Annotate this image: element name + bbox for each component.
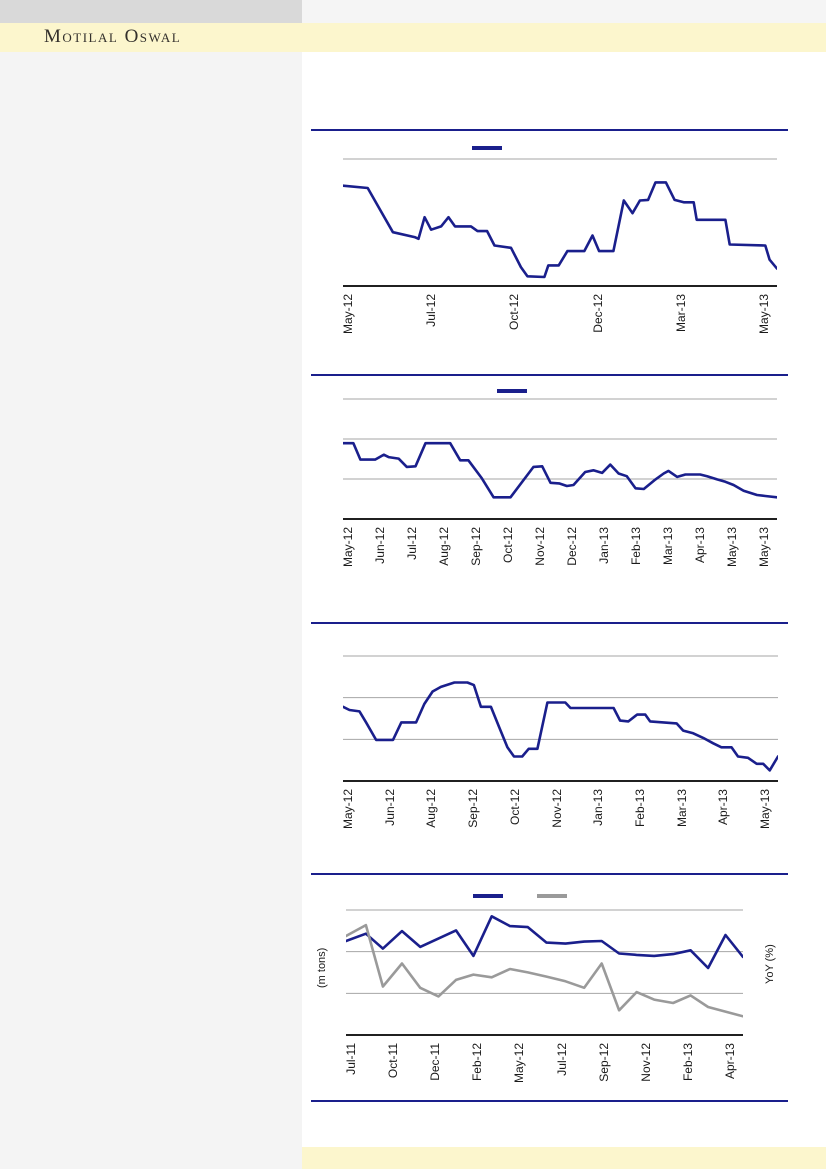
legend-swatch [472,146,502,150]
x-tick-label: Apr-13 [693,527,707,564]
x-tick-label: Nov-12 [638,1043,653,1082]
x-tick-label: Apr-13 [716,789,731,826]
x-tick-label: Oct-11 [386,1043,401,1079]
x-tick-label: Feb-13 [629,527,643,566]
legend-swatch [537,894,567,898]
x-axis-labels: May-12 Jun-12 Jul-12 Aug-12 Sep-12 Oct-12 Nov-… [341,523,777,583]
x-tick-label: Sep-12 [469,527,483,566]
x-tick-label: Oct-12 [507,294,522,331]
x-tick-label: Mar-13 [674,789,689,828]
series-line-series-1 [343,681,778,772]
x-tick-label: May-12 [341,294,355,335]
x-tick-label: Aug-12 [424,789,439,828]
x-tick-label: Jan-13 [591,789,606,826]
x-tick-label: Mar-13 [661,527,675,566]
section-divider [311,129,788,131]
x-tick-label: Feb-13 [680,1043,695,1082]
x-axis-labels: May-12 Jun-12 Aug-12 Sep-12 Oct-12 Nov-12 Jan-… [341,785,778,845]
x-tick-label: Feb-12 [470,1043,485,1082]
x-tick-label: Oct-12 [507,789,522,826]
x-tick-label: Nov-12 [549,789,564,828]
x-tick-label: May-13 [757,294,771,335]
section-divider [311,374,788,376]
x-tick-label: Nov-12 [533,527,547,566]
legend-swatch [473,894,503,898]
x-tick-label: Jun-12 [373,527,387,564]
x-tick-label: Jul-12 [554,1043,569,1076]
line-chart-plot [346,909,743,1036]
x-tick-label: May-12 [341,789,355,830]
x-tick-label: Oct-12 [501,527,515,564]
section-divider [311,622,788,624]
section-divider [311,1100,788,1102]
x-tick-label: Mar-13 [673,294,688,333]
x-tick-label: Dec-12 [565,527,579,566]
x-tick-label: Jan-13 [597,527,611,564]
x-tick-label: May-13 [758,789,772,830]
footer-band [302,1147,826,1169]
x-tick-label: Apr-13 [723,1043,737,1080]
x-tick-label: Jul-12 [424,294,439,327]
line-chart-plot [343,158,777,287]
x-tick-label: Sep-12 [466,789,481,828]
brand-logo-text: Motilal Oswal [44,26,182,47]
x-axis-labels: May-12 Jul-12 Oct-12 Dec-12 Mar-13 May-13 [341,290,777,350]
x-tick-label: Jul-11 [344,1043,358,1075]
x-tick-label: May-13 [757,527,771,568]
brand-band: Motilal Oswal [0,23,826,52]
x-tick-label: May-12 [341,527,355,568]
series-line-series-1 [343,441,777,499]
y-axis-label-right: YoY (%) [764,944,776,984]
series-line-volume-m-tons [346,915,743,970]
top-strip-right [302,0,826,23]
legend-swatch [497,389,527,393]
x-tick-label: Jul-12 [405,527,419,560]
y-axis-label-left: (m tons) [316,947,328,988]
x-tick-label: May-13 [725,527,739,568]
series-line-series-1 [343,181,777,279]
x-tick-label: Dec-11 [428,1043,443,1081]
top-strip-left [0,0,302,23]
section-divider [311,873,788,875]
x-tick-label: Feb-13 [632,789,647,828]
x-axis-labels: Jul-11 Oct-11 Dec-11 Feb-12 May-12 Jul-12 Sep-… [344,1039,743,1099]
line-chart-plot [343,655,778,782]
x-tick-label: May-12 [512,1043,527,1084]
line-chart-plot [343,398,777,520]
left-sidebar [0,52,302,1169]
x-tick-label: Sep-12 [596,1043,611,1082]
x-tick-label: Dec-12 [590,294,605,333]
series-line-yoy-pct [346,923,743,1018]
x-tick-label: Aug-12 [437,527,451,566]
x-tick-label: Jun-12 [382,789,397,826]
